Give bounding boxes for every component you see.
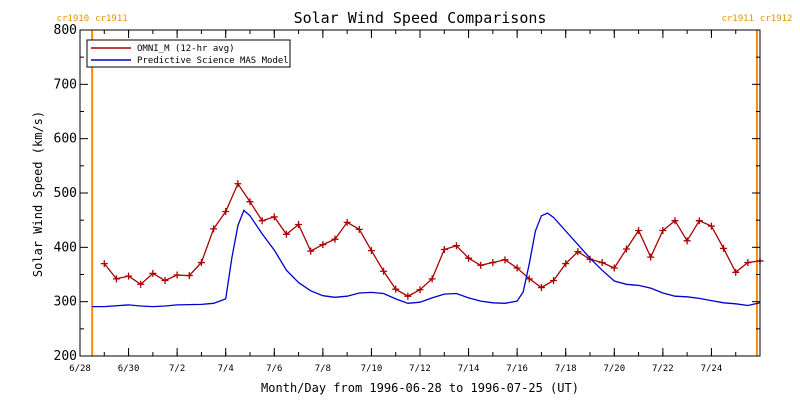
data-point-omni xyxy=(392,285,400,293)
data-point-omni xyxy=(331,235,339,243)
legend-box xyxy=(86,39,291,68)
y-axis-ticks: 200 300 400 500 600 700 800 xyxy=(54,23,760,364)
x-tick-label-7/14: 7/14 xyxy=(458,364,480,374)
marker-label-left: cr1911 xyxy=(721,14,754,24)
data-point-omni xyxy=(732,268,740,276)
marker-label-left: cr1910 xyxy=(57,14,90,24)
y-axis-label: Solar Wind Speed (km/s) xyxy=(31,111,45,277)
data-point-omni xyxy=(112,275,120,283)
x-tick-label-7/22: 7/22 xyxy=(652,364,674,374)
data-point-omni xyxy=(707,222,715,230)
carrington-marker-labels: cr1910 cr1911 cr1911 cr1912 xyxy=(57,14,793,24)
carrington-marker-lines xyxy=(91,30,758,356)
data-point-omni xyxy=(295,221,303,229)
x-tick-label-7/2: 7/2 xyxy=(169,364,185,374)
data-point-omni xyxy=(282,230,290,238)
data-point-omni xyxy=(683,237,691,245)
series-layer xyxy=(92,180,764,308)
legend: OMNI_M (12-hr avg) Predictive Science MA… xyxy=(86,39,291,68)
plot-frame xyxy=(79,29,761,357)
data-point-omni xyxy=(270,213,278,221)
data-point-omni xyxy=(440,246,448,254)
y-tick-label-700: 700 xyxy=(54,77,77,92)
x-tick-label-7/10: 7/10 xyxy=(361,364,383,374)
data-point-omni xyxy=(586,255,594,263)
data-point-omni xyxy=(610,264,618,272)
y-tick-label-300: 300 xyxy=(54,295,77,310)
y-tick-label-400: 400 xyxy=(54,240,77,255)
data-point-omni xyxy=(501,256,509,264)
data-point-omni xyxy=(307,247,315,255)
x-tick-label-7/20: 7/20 xyxy=(603,364,625,374)
x-tick-label-7/24: 7/24 xyxy=(701,364,723,374)
x-tick-label-7/16: 7/16 xyxy=(506,364,528,374)
data-point-omni xyxy=(355,225,363,233)
data-point-omni xyxy=(671,217,679,225)
x-tick-label-7/4: 7/4 xyxy=(218,364,234,374)
data-point-omni xyxy=(319,241,327,249)
data-point-omni xyxy=(574,248,582,256)
data-point-omni xyxy=(659,226,667,234)
x-tick-label-7/18: 7/18 xyxy=(555,364,577,374)
data-point-omni xyxy=(452,242,460,250)
chart-title: Solar Wind Speed Comparisons xyxy=(294,9,547,27)
data-point-omni xyxy=(258,217,266,225)
data-point-omni xyxy=(210,225,218,233)
y-tick-label-800: 800 xyxy=(54,23,77,38)
x-tick-label-6/30: 6/30 xyxy=(118,364,140,374)
data-point-omni xyxy=(598,259,606,267)
legend-label-omni: OMNI_M (12-hr avg) xyxy=(137,44,235,54)
data-point-omni xyxy=(477,261,485,269)
data-point-omni xyxy=(744,259,752,267)
data-point-omni xyxy=(720,244,728,252)
data-point-omni xyxy=(161,276,169,284)
marker-label-right: cr1912 xyxy=(760,14,793,24)
x-tick-label-7/12: 7/12 xyxy=(409,364,431,374)
x-tick-label-7/6: 7/6 xyxy=(266,364,282,374)
data-point-omni xyxy=(222,207,230,215)
data-point-omni xyxy=(380,267,388,275)
data-point-omni xyxy=(525,275,533,283)
y-tick-label-200: 200 xyxy=(54,349,77,364)
x-axis-ticks: 6/28 6/30 7/2 7/4 7/6 7/8 7/10 7/12 7/14 7/16 7/18… xyxy=(69,30,761,374)
data-point-omni xyxy=(428,275,436,283)
data-point-omni xyxy=(513,264,521,272)
data-point-omni xyxy=(695,217,703,225)
data-point-omni xyxy=(137,280,145,288)
series-line-mas xyxy=(92,209,761,308)
x-axis-label: Month/Day from 1996-06-28 to 1996-07-25 … xyxy=(261,381,579,395)
data-point-omni xyxy=(367,247,375,255)
legend-label-mas: Predictive Science MAS Model xyxy=(137,56,289,66)
data-point-omni xyxy=(404,292,412,300)
data-point-omni xyxy=(635,226,643,234)
data-point-omni xyxy=(465,254,473,262)
data-point-omni xyxy=(197,259,205,267)
data-point-omni xyxy=(416,286,424,294)
y-tick-label-500: 500 xyxy=(54,186,77,201)
x-tick-label-7/8: 7/8 xyxy=(315,364,331,374)
data-point-omni xyxy=(489,259,497,267)
x-tick-label-6/28: 6/28 xyxy=(69,364,91,374)
data-point-omni xyxy=(537,284,545,292)
data-point-omni xyxy=(185,272,193,280)
data-point-omni xyxy=(100,260,108,268)
data-point-omni xyxy=(622,245,630,253)
data-point-omni xyxy=(125,272,133,280)
data-point-omni xyxy=(173,271,181,279)
data-point-omni xyxy=(246,198,254,206)
data-point-omni xyxy=(343,218,351,226)
marker-label-right: cr1911 xyxy=(95,14,128,24)
data-point-omni xyxy=(550,276,558,284)
data-point-omni xyxy=(647,253,655,261)
data-point-omni xyxy=(149,269,157,277)
data-point-omni xyxy=(562,260,570,268)
y-tick-label-600: 600 xyxy=(54,132,77,147)
data-point-omni xyxy=(234,180,242,188)
